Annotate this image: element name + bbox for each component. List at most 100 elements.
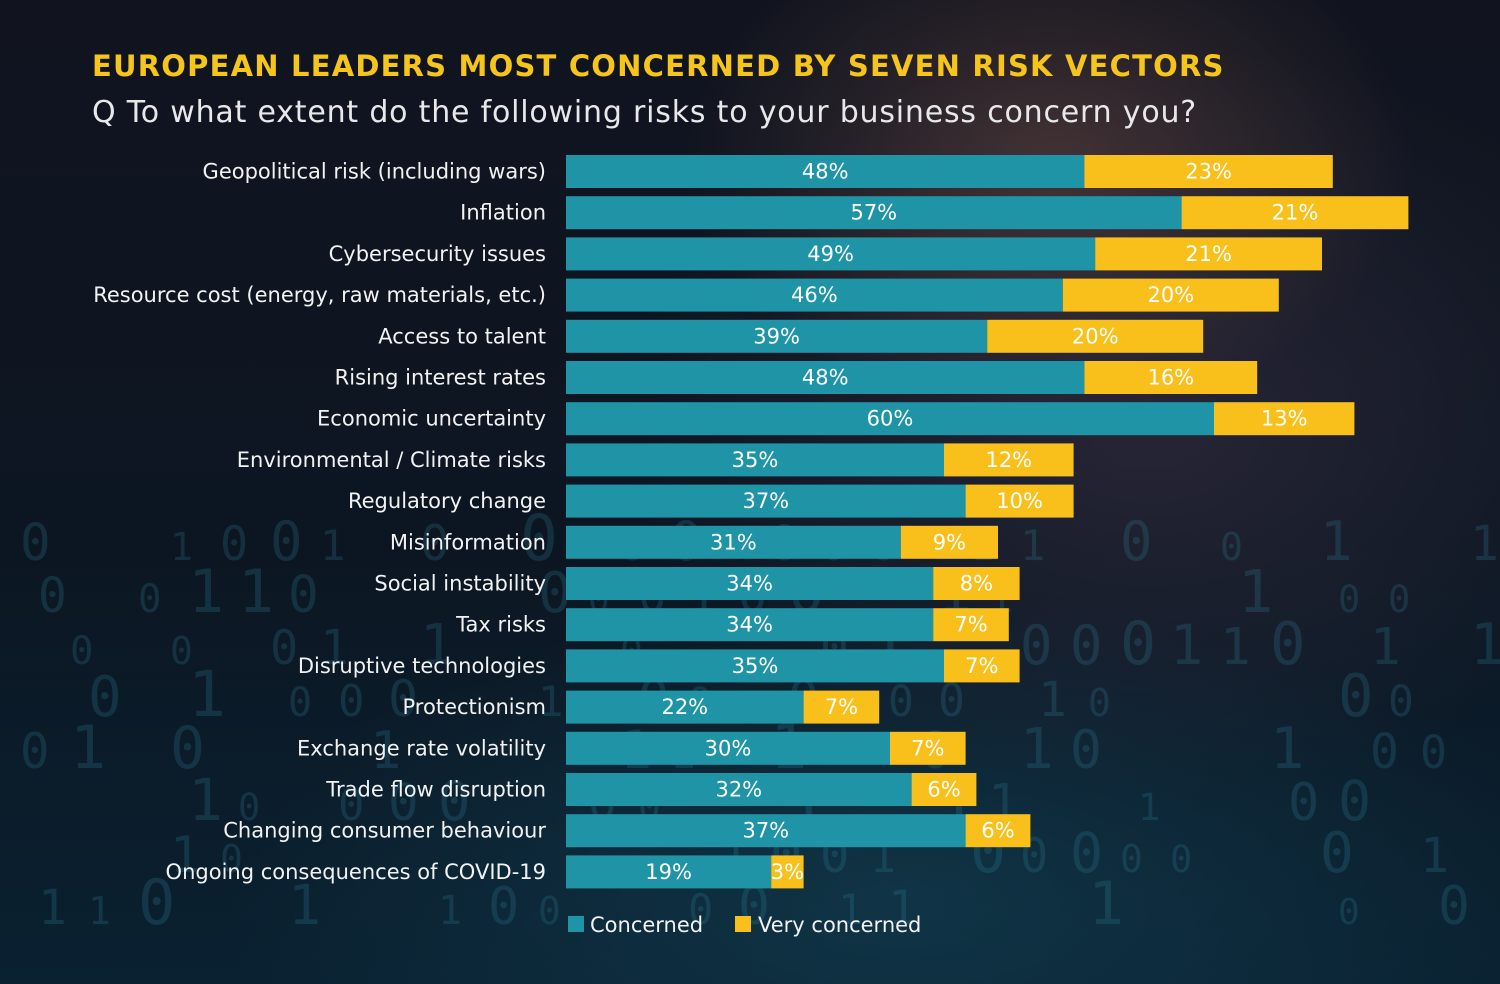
bar-very-concerned-access-to-talent (987, 319, 1204, 353)
background-digit: 1 (170, 826, 200, 884)
bar-very-concerned-protectionism (803, 690, 880, 724)
background-digit: 1 (1020, 717, 1054, 782)
value-label-concerned-rising-interest-rates: 48% (802, 366, 849, 390)
background-digit: 0 (88, 665, 122, 730)
background-digit: 1 (1370, 618, 1401, 677)
bar-very-concerned-changing-consumer-behaviour (965, 814, 1031, 848)
bar-very-concerned-exchange-rate-volatility (890, 731, 966, 765)
value-label-very-concerned-ongoing-consequences-of-covid-19: 3% (771, 860, 804, 884)
background-digit: 0 (388, 774, 419, 833)
background-digit: 1 (538, 677, 563, 726)
value-label-very-concerned-tax-risks: 7% (954, 613, 987, 637)
background-digit: 1 (370, 721, 401, 781)
background-digit: 0 (1070, 614, 1103, 677)
background-digit: 0 (1120, 609, 1156, 679)
value-label-concerned-inflation: 57% (850, 201, 897, 225)
background-digit: 1 (1470, 612, 1500, 678)
bar-concerned-misinformation (566, 525, 901, 559)
category-label-tax-risks: Tax risks (455, 613, 546, 637)
background-digit: 0 (338, 676, 365, 727)
value-label-very-concerned-cybersecurity-issues: 21% (1185, 242, 1232, 266)
background-digit: 0 (170, 714, 205, 782)
category-label-changing-consumer-behaviour: Changing consumer behaviour (223, 819, 546, 843)
background-digit: 1 (238, 557, 274, 627)
bar-very-concerned-regulatory-change (965, 484, 1074, 518)
background-digit: 1 (188, 766, 223, 834)
background-digit: 0 (270, 510, 303, 573)
background-digit: 1 (1170, 613, 1203, 677)
background-digit: 0 (270, 621, 298, 676)
background-digit: 0 (170, 629, 193, 673)
value-label-very-concerned-misinformation: 9% (933, 530, 966, 554)
legend-label-very-concerned: Very concerned (758, 913, 921, 937)
category-label-rising-interest-rates: Rising interest rates (335, 366, 546, 390)
background-digit: 0 (538, 889, 561, 933)
bar-concerned-access-to-talent (566, 319, 988, 353)
value-label-concerned-economic-uncertainty: 60% (867, 407, 914, 431)
category-label-inflation: Inflation (460, 201, 546, 225)
background-digit: 1 (438, 888, 462, 934)
legend: Concerned Very concerned (568, 913, 921, 937)
background-digit: 1 (288, 873, 321, 937)
value-label-concerned-ongoing-consequences-of-covid-19: 19% (645, 860, 692, 884)
chart-subtitle: Q To what extent do the following risks … (92, 95, 1197, 130)
background-digit: 1 (1270, 716, 1304, 782)
background-digit: 0 (20, 723, 50, 780)
background-digit: 1 (70, 713, 106, 783)
category-label-ongoing-consequences-of-covid-19: Ongoing consequences of COVID-19 (166, 860, 546, 884)
category-label-economic-uncertainty: Economic uncertainty (317, 407, 546, 431)
background-digit: 0 (488, 877, 519, 937)
background-digit: 0 (938, 674, 965, 727)
background-digit: 0 (1320, 821, 1354, 886)
background-digit: 0 (38, 568, 67, 624)
background-digit: 0 (1288, 773, 1319, 833)
chart-title: EUROPEAN LEADERS MOST CONCERNED BY SEVEN… (92, 49, 1225, 83)
background-digit: 0 (220, 517, 248, 572)
category-label-disruptive-technologies: Disruptive technologies (298, 654, 546, 678)
bar-concerned-rising-interest-rates (566, 361, 1085, 394)
background-digit: 0 (1338, 661, 1374, 730)
bar-concerned-geopolitical-risk-including-wars (566, 155, 1085, 188)
background-digit: 0 (1420, 726, 1447, 779)
bar-very-concerned-environmental-climate-risks (944, 443, 1074, 477)
background-digit: 0 (288, 680, 312, 726)
background-digit: 0 (438, 770, 471, 833)
value-label-concerned-exchange-rate-volatility: 30% (705, 736, 752, 760)
bar-concerned-disruptive-technologies (566, 649, 944, 683)
background-digit: 1 (1038, 672, 1067, 728)
value-label-very-concerned-geopolitical-risk-including-wars: 23% (1185, 160, 1232, 184)
background-digit: 1 (838, 885, 863, 934)
background-digit: 1 (1238, 557, 1274, 626)
background-digit: 1 (1020, 521, 1045, 570)
background-digit: 0 (1388, 578, 1410, 621)
background-digit: 0 (420, 515, 450, 572)
background-digit: 1 (1088, 869, 1124, 939)
value-label-concerned-disruptive-technologies: 35% (732, 654, 779, 678)
bar-concerned-changing-consumer-behaviour (566, 814, 966, 848)
background-digit: 1 (170, 525, 193, 569)
background-digit: 0 (1438, 876, 1470, 937)
value-label-concerned-resource-cost-energy-raw-materials-etc: 46% (791, 283, 838, 307)
value-label-very-concerned-resource-cost-energy-raw-materials-etc: 20% (1147, 283, 1194, 307)
background-digit: 0 (688, 885, 713, 934)
background-digit: 0 (288, 566, 319, 625)
value-label-very-concerned-disruptive-technologies: 7% (965, 654, 998, 678)
background-digit: 0 (220, 837, 243, 881)
category-label-regulatory-change: Regulatory change (348, 489, 546, 513)
background-digit: 1 (1420, 828, 1449, 884)
background-digit: 0 (138, 866, 175, 939)
bar-concerned-ongoing-consequences-of-covid-19 (566, 855, 772, 889)
background-digit: 0 (1020, 614, 1053, 677)
background-digit: 1 (38, 880, 67, 936)
background-digit: 0 (1338, 769, 1371, 833)
category-label-geopolitical-risk-including-wars: Geopolitical risk (including wars) (203, 160, 546, 184)
value-label-concerned-tax-risks: 34% (726, 613, 773, 637)
background-digit: 0 (1370, 724, 1399, 780)
background-digit: 0 (1088, 681, 1111, 725)
category-label-access-to-talent: Access to talent (378, 324, 546, 348)
bar-very-concerned-tax-risks (933, 608, 1009, 642)
category-label-cybersecurity-issues: Cybersecurity issues (329, 242, 546, 266)
background-digit: 0 (1170, 838, 1192, 881)
bar-concerned-regulatory-change (566, 484, 966, 518)
